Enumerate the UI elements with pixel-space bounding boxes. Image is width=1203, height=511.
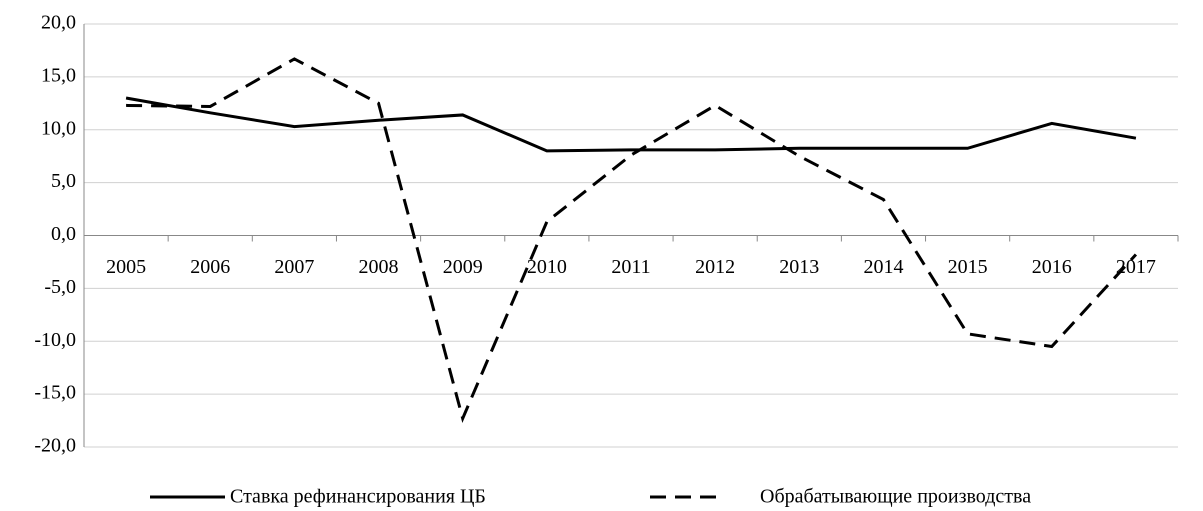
y-tick-label: 20,0 [41, 12, 76, 34]
y-tick-label: 15,0 [41, 64, 76, 86]
y-tick-label: 5,0 [51, 170, 76, 192]
y-tick-label: -20,0 [34, 435, 76, 457]
x-tick-label: 2011 [611, 256, 650, 278]
x-tick-label: 2005 [106, 256, 146, 278]
x-tick-label: 2013 [779, 256, 819, 278]
legend-label: Ставка рефинансирования ЦБ [230, 486, 486, 508]
y-tick-label: 10,0 [41, 117, 76, 139]
x-tick-label: 2014 [863, 256, 903, 278]
x-tick-label: 2006 [190, 256, 230, 278]
series-line [126, 57, 1138, 424]
x-tick-label: 2017 [1116, 256, 1156, 278]
y-tick-label: -15,0 [34, 382, 76, 404]
x-tick-label: 2016 [1032, 256, 1072, 278]
x-tick-label: 2008 [359, 256, 399, 278]
x-tick-label: 2010 [527, 256, 567, 278]
x-tick-label: 2009 [443, 256, 483, 278]
x-tick-label: 2007 [274, 256, 314, 278]
y-tick-label: 0,0 [51, 223, 76, 245]
legend-label: Обрабатывающие производства [760, 486, 1031, 508]
x-tick-label: 2012 [695, 256, 735, 278]
y-tick-label: -5,0 [44, 276, 76, 298]
x-tick-label: 2015 [948, 256, 988, 278]
series-line [125, 96, 1137, 153]
y-tick-label: -10,0 [34, 329, 76, 351]
